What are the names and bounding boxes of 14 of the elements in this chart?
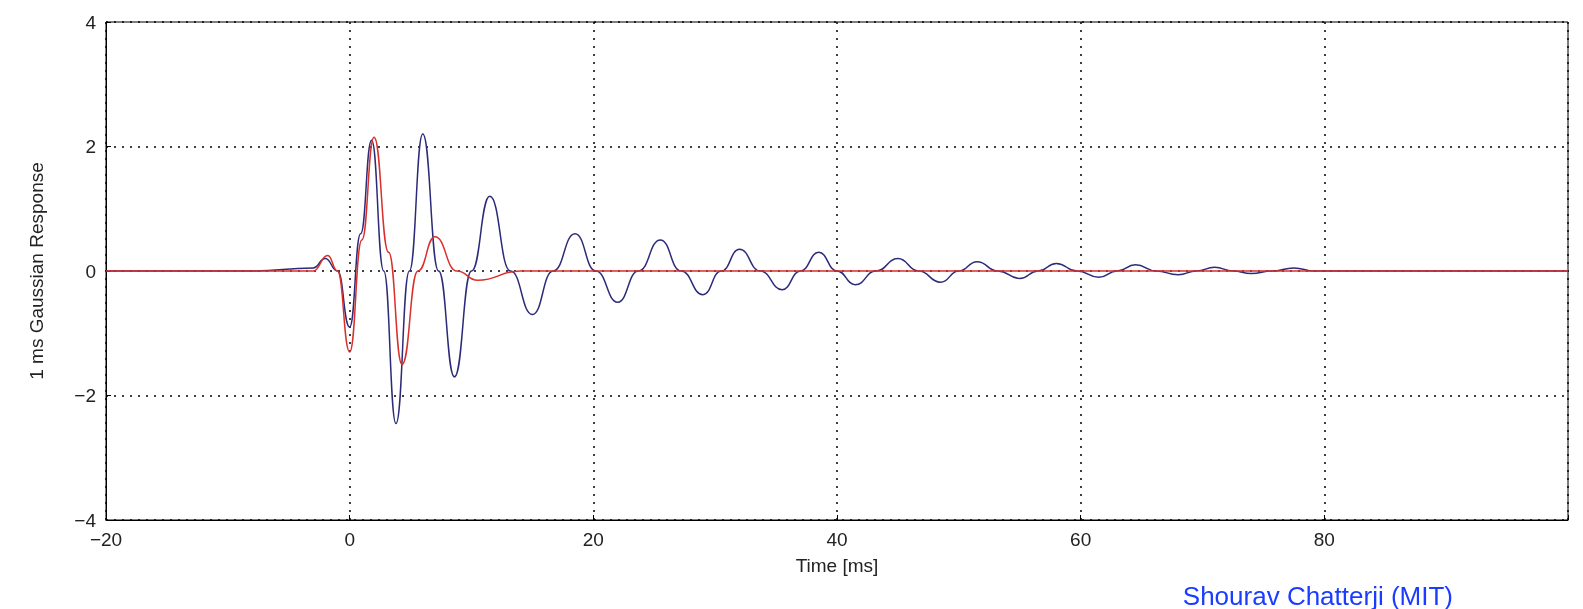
x-axis-title: Time [ms]: [795, 555, 879, 576]
x-tick-label: 0: [344, 529, 355, 550]
y-tick-label: 4: [85, 11, 97, 33]
y-axis-title: 1 ms Gaussian Response: [26, 162, 47, 380]
y-tick-label: 0: [85, 260, 96, 282]
x-tick-label: 40: [826, 529, 848, 550]
y-tick-label: 2: [85, 136, 96, 157]
x-tick-label: −20: [89, 529, 123, 550]
x-tick-label: 60: [1070, 529, 1092, 550]
line-series: [105, 136, 1569, 366]
y-tick-label: −2: [74, 385, 96, 406]
y-tick-label: −4: [74, 509, 97, 531]
x-tick-label: 80: [1313, 529, 1335, 550]
x-tick-label: 20: [582, 529, 604, 550]
